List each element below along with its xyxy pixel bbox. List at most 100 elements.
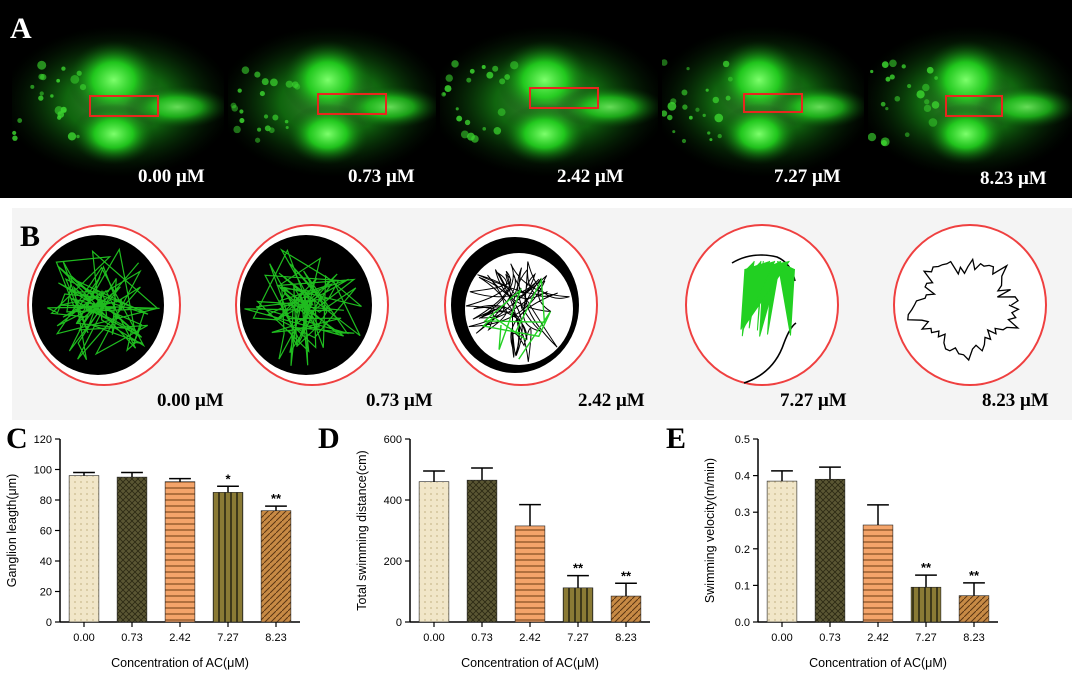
brain-tissue-3 xyxy=(440,26,658,178)
y-axis-title: Swimming velocity(m/min) xyxy=(703,458,717,603)
y-tick-label: 0.2 xyxy=(735,544,750,556)
x-axis-title: Concentration of AC(μM) xyxy=(809,656,947,670)
track-label-5: 8.23 μM xyxy=(982,390,1049,411)
dish-5 xyxy=(893,224,1047,386)
chart-c-svg: 0 20 40 60 80 100 120 0.00 0.73 2.42 * 7.27 ** 8.23 Co… xyxy=(5,434,300,670)
region-box-4 xyxy=(743,93,803,113)
dish-rim-5 xyxy=(893,224,1047,386)
brain-tissue-1 xyxy=(12,26,224,178)
y-tick-label: 80 xyxy=(40,495,52,507)
y-tick-label: 0.3 xyxy=(735,507,750,519)
region-box-2 xyxy=(317,93,387,115)
panel-letter-b: B xyxy=(20,220,41,253)
y-tick-label: 20 xyxy=(40,587,52,599)
bar-2.42 xyxy=(862,524,894,623)
panel-letter-c: C xyxy=(6,422,28,455)
y-axis-title: Total swimming distance(cm) xyxy=(355,450,369,610)
y-tick-label: 0 xyxy=(46,617,52,629)
track-label-3: 2.42 μM xyxy=(578,390,645,411)
x-tick-label: 2.42 xyxy=(519,632,540,644)
bar-0.00 xyxy=(68,475,100,623)
y-tick-label: 100 xyxy=(34,465,52,477)
x-tick-label: 8.23 xyxy=(963,632,984,644)
tracks-svg xyxy=(27,224,1047,386)
bar-7.27 xyxy=(910,586,942,623)
region-box-5 xyxy=(945,95,1003,117)
bar-2.42 xyxy=(514,525,546,623)
fluorescence-image-5 xyxy=(868,8,1072,188)
significance-mark: ** xyxy=(573,561,584,576)
bar-8.23 xyxy=(260,510,292,623)
y-tick-label: 0.1 xyxy=(735,580,750,592)
fluorescence-image-4 xyxy=(662,8,864,188)
chart-e-svg: 0.0 0.1 0.2 0.3 0.4 0.5 0.00 0.73 2.42 ** 7.27 ** 8.… xyxy=(703,434,998,670)
region-box-3 xyxy=(529,87,599,109)
x-tick-label: 8.23 xyxy=(615,632,636,644)
track-label-4: 7.27 μM xyxy=(780,390,847,411)
x-tick-label: 2.42 xyxy=(169,632,190,644)
chart-d-swimming-distance: 0 200 400 600 0.00 0.73 2.42 ** 7.27 ** 8.23 Concen… xyxy=(350,425,690,675)
y-tick-label: 0 xyxy=(396,617,402,629)
fluor-label-3: 2.42 μM xyxy=(557,166,624,187)
chart-c-ganglion-length: 0 20 40 60 80 100 120 0.00 0.73 2.42 * 7.27 ** 8.23 Co… xyxy=(0,425,340,675)
dish-2 xyxy=(235,224,389,386)
panel-letter-d: D xyxy=(318,422,340,455)
x-tick-label: 0.00 xyxy=(73,632,94,644)
bar-0.00 xyxy=(418,481,450,623)
fluorescence-image-2 xyxy=(228,8,436,188)
y-tick-label: 60 xyxy=(40,526,52,538)
x-tick-label: 0.00 xyxy=(423,632,444,644)
brain-tissue-4 xyxy=(662,26,864,178)
x-tick-label: 7.27 xyxy=(217,632,238,644)
bar-8.23 xyxy=(610,595,642,623)
fluor-label-5: 8.23 μM xyxy=(980,168,1047,189)
dish-3 xyxy=(444,224,598,386)
brain-tissue-2 xyxy=(228,26,436,178)
y-tick-label: 0.0 xyxy=(735,617,750,629)
bar-0.73 xyxy=(466,479,498,623)
y-tick-label: 200 xyxy=(384,556,402,568)
bar-8.23 xyxy=(958,595,990,623)
y-tick-label: 400 xyxy=(384,495,402,507)
significance-mark: ** xyxy=(921,560,932,575)
bar-0.73 xyxy=(814,478,846,623)
x-axis-title: Concentration of AC(μM) xyxy=(111,656,249,670)
y-tick-label: 120 xyxy=(34,434,52,446)
brain-tissue-5 xyxy=(868,26,1072,178)
y-tick-label: 0.5 xyxy=(735,434,750,446)
y-tick-label: 600 xyxy=(384,434,402,446)
panel-letter-e: E xyxy=(666,422,687,455)
panel-a-fluorescence-strip: 0.00 μM 0.73 μM 2.42 μM 7.27 μM 8.23 μM xyxy=(0,0,1072,198)
bar-0.73 xyxy=(116,476,148,623)
dish-4 xyxy=(685,224,839,386)
panel-letter-a: A xyxy=(10,12,32,45)
chart-d-svg: 0 200 400 600 0.00 0.73 2.42 ** 7.27 ** 8.23 Concen… xyxy=(355,434,650,670)
track-label-1: 0.00 μM xyxy=(157,390,224,411)
x-tick-label: 0.73 xyxy=(471,632,492,644)
bar-0.00 xyxy=(766,480,798,623)
chart-e-swimming-velocity: 0.0 0.1 0.2 0.3 0.4 0.5 0.00 0.73 2.42 ** 7.27 ** 8.… xyxy=(700,425,1072,675)
region-box-1 xyxy=(89,95,159,117)
fluor-label-4: 7.27 μM xyxy=(774,166,841,187)
fluorescence-image-3 xyxy=(440,8,658,188)
y-axis-title: Ganglion leagth(μm) xyxy=(5,474,19,588)
x-tick-label: 7.27 xyxy=(915,632,936,644)
x-tick-label: 0.00 xyxy=(771,632,792,644)
x-axis-title: Concentration of AC(μM) xyxy=(461,656,599,670)
fluorescence-image-1 xyxy=(12,8,224,188)
fluor-label-2: 0.73 μM xyxy=(348,166,415,187)
significance-mark: ** xyxy=(969,568,980,583)
fluor-label-1: 0.00 μM xyxy=(138,166,205,187)
dish-1 xyxy=(27,224,181,386)
significance-mark: ** xyxy=(621,568,632,583)
x-tick-label: 8.23 xyxy=(265,632,286,644)
panel-b-swimming-tracks: 0.00 μM 0.73 μM 2.42 μM 7.27 μM 8.23 μM xyxy=(12,208,1072,420)
bar-7.27 xyxy=(562,587,594,623)
x-tick-label: 7.27 xyxy=(567,632,588,644)
x-tick-label: 0.73 xyxy=(121,632,142,644)
y-tick-label: 0.4 xyxy=(735,471,750,483)
significance-mark: * xyxy=(225,471,231,486)
bar-2.42 xyxy=(164,481,196,623)
track-label-2: 0.73 μM xyxy=(366,390,433,411)
bar-7.27 xyxy=(212,492,244,623)
